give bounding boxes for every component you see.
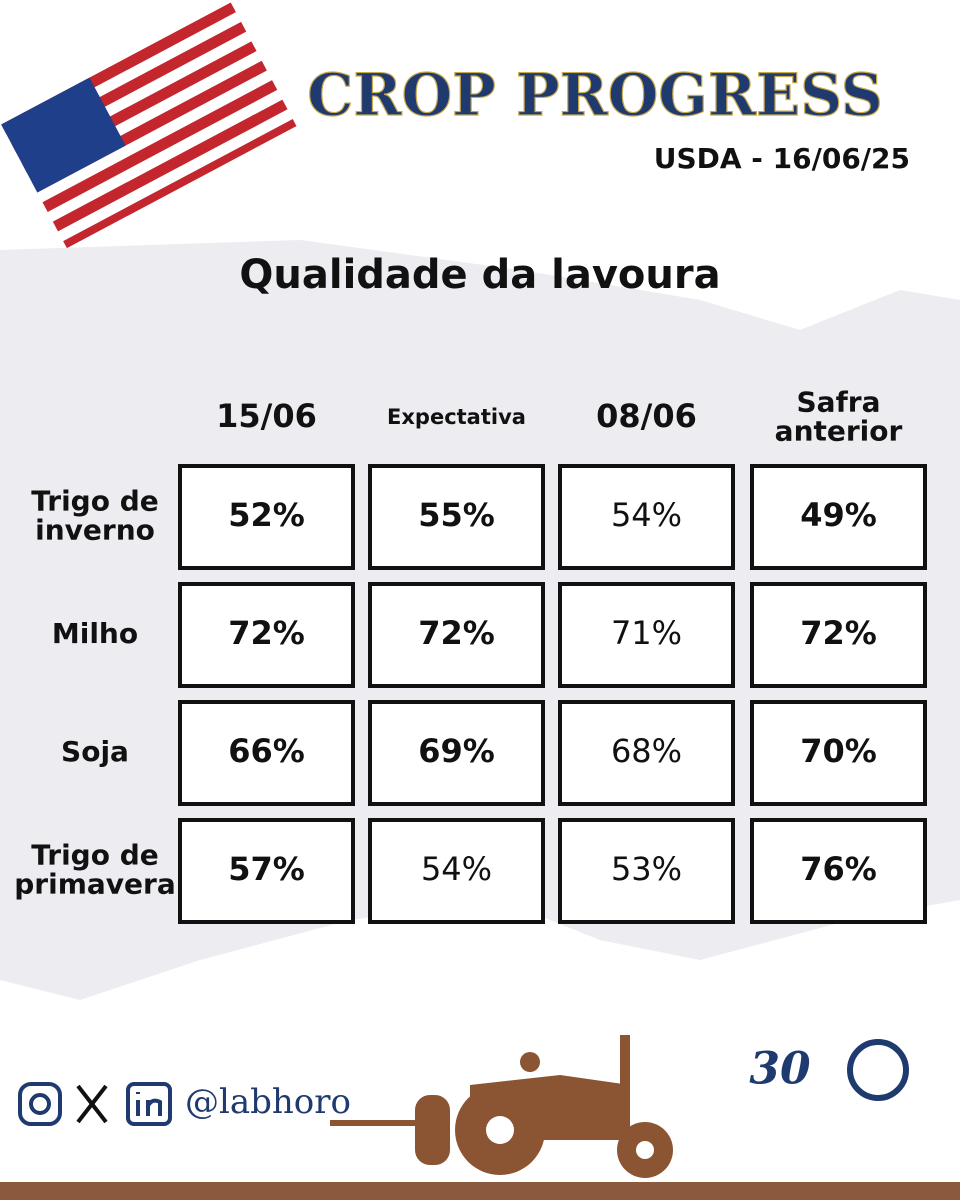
logo-mark (847, 1039, 909, 1101)
cell-value: 55% (418, 496, 495, 534)
cell-box (178, 464, 355, 570)
cell-value: 49% (800, 496, 877, 534)
cell-value: 72% (418, 614, 495, 652)
row-label: Soja (61, 735, 129, 768)
column-header: Expectativa (387, 405, 526, 429)
title: CROP PROGRESS (307, 61, 882, 129)
column-header: Safra (797, 385, 881, 418)
cell-value: 68% (611, 732, 682, 770)
logo-number: 30 (749, 1044, 811, 1095)
row-label: Trigo de (31, 484, 159, 517)
column-header: 15/06 (216, 397, 317, 435)
cell-box (368, 582, 545, 688)
subtitle: USDA - 16/06/25 (654, 142, 910, 175)
row-label: Milho (52, 617, 138, 650)
cell-value: 69% (418, 732, 495, 770)
social-icons (18, 1082, 172, 1126)
tractor (330, 1035, 673, 1178)
cell-value: 52% (228, 496, 305, 534)
cell-box (368, 464, 545, 570)
footer-bar (0, 1182, 960, 1200)
cell-value: 57% (228, 850, 305, 888)
cell-value: 70% (800, 732, 877, 770)
cell-value: 66% (228, 732, 305, 770)
cell-box (178, 818, 355, 924)
cell-value: 76% (800, 850, 877, 888)
column-header: 08/06 (596, 397, 697, 435)
cell-box (558, 464, 735, 570)
cell-value: 72% (228, 614, 305, 652)
cell-value: 71% (611, 614, 682, 652)
cell-value: 53% (611, 850, 682, 888)
row-label: Trigo de (31, 838, 159, 871)
cell-box (750, 464, 927, 570)
cell-value: 54% (611, 496, 682, 534)
cell-box (750, 582, 927, 688)
cell-value: 72% (800, 614, 877, 652)
table-title: Qualidade da lavoura (239, 252, 720, 298)
cell-box (558, 818, 735, 924)
row-label: inverno (35, 514, 155, 547)
flag (1, 2, 297, 249)
cell-box (178, 700, 355, 806)
cell-box (750, 818, 927, 924)
cell-box (558, 582, 735, 688)
cell-box (368, 700, 545, 806)
cell-box (368, 818, 545, 924)
cell-box (178, 582, 355, 688)
cell-box (558, 700, 735, 806)
row-label: primavera (14, 868, 175, 901)
cell-box (750, 700, 927, 806)
handle: @labhoro (185, 1082, 351, 1122)
cell-value: 54% (421, 850, 492, 888)
column-header: anterior (775, 415, 903, 448)
